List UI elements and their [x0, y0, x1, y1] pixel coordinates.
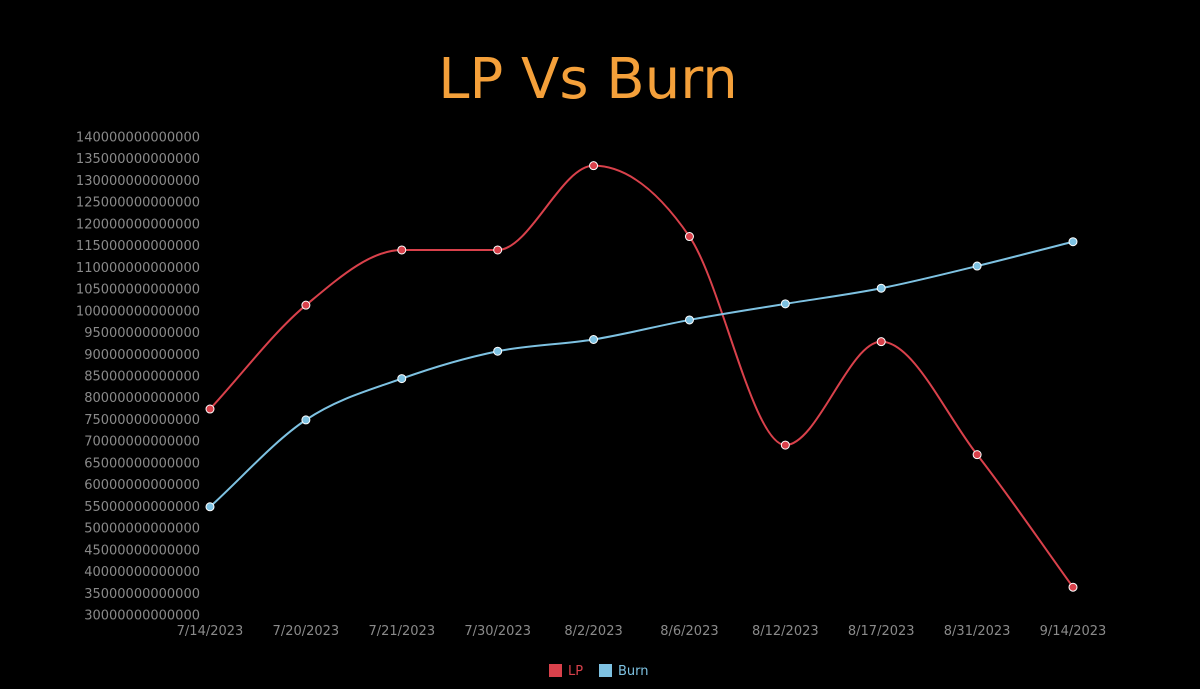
- data-point-lp[interactable]: [397, 245, 407, 255]
- legend-item-burn[interactable]: Burn: [599, 664, 649, 679]
- data-point-burn[interactable]: [972, 261, 982, 271]
- x-tick-label: 8/12/2023: [752, 624, 819, 639]
- data-point-lp[interactable]: [876, 337, 886, 347]
- y-axis: 140000000000000 135000000000000 1300000000…: [76, 131, 200, 624]
- y-tick-label: 70000000000000: [84, 435, 200, 450]
- y-tick-label: 40000000000000: [84, 565, 200, 580]
- legend-swatch: [599, 664, 612, 677]
- y-tick-label: 65000000000000: [84, 456, 200, 471]
- data-point-lp[interactable]: [589, 161, 599, 171]
- y-tick-label: 130000000000000: [76, 174, 200, 189]
- y-tick-label: 105000000000000: [76, 283, 200, 298]
- data-point-burn[interactable]: [1068, 237, 1078, 247]
- y-tick-label: 55000000000000: [84, 500, 200, 515]
- y-tick-label: 30000000000000: [84, 609, 200, 624]
- x-tick-label: 8/6/2023: [660, 624, 718, 639]
- data-point-burn[interactable]: [301, 415, 311, 425]
- y-tick-label: 100000000000000: [76, 304, 200, 319]
- legend: LP Burn: [549, 664, 649, 679]
- y-tick-label: 60000000000000: [84, 478, 200, 493]
- x-tick-label: 7/14/2023: [177, 624, 244, 639]
- data-point-burn[interactable]: [780, 299, 790, 309]
- y-tick-label: 50000000000000: [84, 522, 200, 537]
- y-tick-label: 120000000000000: [76, 217, 200, 232]
- x-tick-label: 7/21/2023: [368, 624, 435, 639]
- data-point-lp[interactable]: [684, 232, 694, 242]
- data-point-burn[interactable]: [493, 346, 503, 356]
- data-point-lp[interactable]: [301, 300, 311, 310]
- legend-item-lp[interactable]: LP: [549, 664, 583, 679]
- x-tick-label: 7/30/2023: [464, 624, 531, 639]
- x-tick-label: 8/31/2023: [944, 624, 1011, 639]
- data-point-lp[interactable]: [972, 450, 982, 460]
- data-point-burn[interactable]: [205, 502, 215, 512]
- y-tick-label: 95000000000000: [84, 326, 200, 341]
- y-tick-label: 115000000000000: [76, 239, 200, 254]
- x-tick-label: 8/17/2023: [848, 624, 915, 639]
- legend-swatch: [549, 664, 562, 677]
- y-tick-label: 75000000000000: [84, 413, 200, 428]
- data-point-lp[interactable]: [205, 404, 215, 414]
- series-layer: [205, 161, 1078, 592]
- y-tick-label: 110000000000000: [76, 261, 200, 276]
- x-tick-label: 7/20/2023: [273, 624, 340, 639]
- data-point-lp[interactable]: [1068, 582, 1078, 592]
- data-point-lp[interactable]: [780, 440, 790, 450]
- data-point-lp[interactable]: [493, 245, 503, 255]
- y-tick-label: 90000000000000: [84, 348, 200, 363]
- series-line-burn: [209, 240, 1074, 508]
- x-axis: 7/14/2023 7/20/2023 7/21/2023 7/30/2023 8/2/…: [177, 624, 1107, 639]
- series-line-lp: [209, 164, 1074, 588]
- x-tick-label: 8/2/2023: [564, 624, 622, 639]
- y-tick-label: 135000000000000: [76, 152, 200, 167]
- data-point-burn[interactable]: [397, 374, 407, 384]
- y-tick-label: 35000000000000: [84, 587, 200, 602]
- legend-label: LP: [568, 664, 583, 679]
- y-tick-label: 45000000000000: [84, 543, 200, 558]
- x-tick-label: 9/14/2023: [1040, 624, 1107, 639]
- y-tick-label: 140000000000000: [76, 131, 200, 146]
- y-tick-label: 80000000000000: [84, 391, 200, 406]
- data-point-burn[interactable]: [876, 283, 886, 293]
- y-tick-label: 125000000000000: [76, 196, 200, 211]
- chart-title: LP Vs Burn: [438, 47, 738, 112]
- legend-label: Burn: [618, 664, 649, 679]
- data-point-burn[interactable]: [684, 315, 694, 325]
- data-point-burn[interactable]: [589, 334, 599, 344]
- y-tick-label: 85000000000000: [84, 370, 200, 385]
